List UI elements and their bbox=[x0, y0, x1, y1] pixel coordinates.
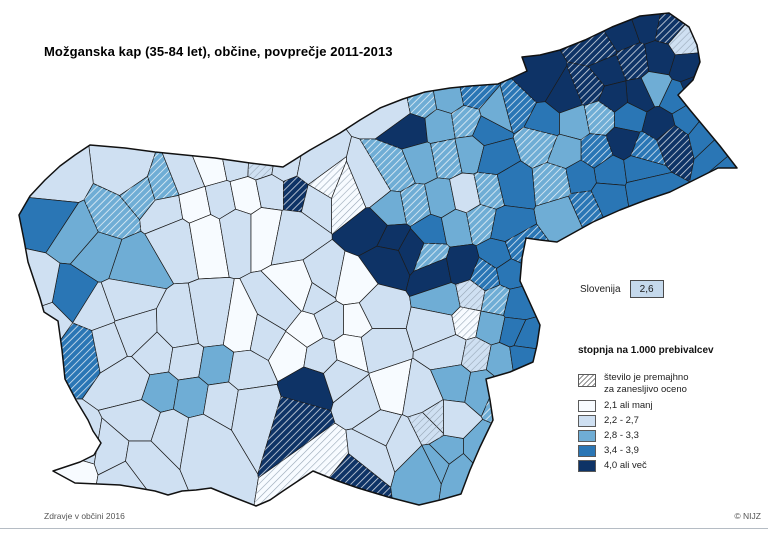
unreliable-estimate-hatch bbox=[584, 100, 615, 136]
municipality-cell bbox=[478, 84, 513, 133]
legend-swatch bbox=[578, 445, 596, 457]
unreliable-estimate-hatch bbox=[308, 156, 347, 199]
municipality-cell bbox=[687, 96, 737, 160]
slovenia-label: Slovenija bbox=[580, 283, 621, 295]
legend-item-label: 2,8 - 3,3 bbox=[604, 430, 639, 442]
legend-item-label: 4,0 ali več bbox=[604, 460, 647, 472]
unreliable-estimate-hatch bbox=[513, 127, 558, 169]
legend-item-hatched: število je premajhno za zanesljivo oceno bbox=[578, 372, 763, 395]
unreliable-estimate-hatch bbox=[413, 243, 450, 272]
unreliable-estimate-hatch bbox=[430, 138, 463, 180]
legend-item-label: 2,1 ali manj bbox=[604, 400, 653, 412]
legend-hatch-label: število je premajhno za zanesljivo oceno bbox=[604, 372, 689, 395]
municipality-cell bbox=[496, 258, 556, 290]
unreliable-estimate-hatch bbox=[422, 399, 444, 434]
unreliable-estimate-hatch bbox=[359, 139, 416, 192]
municipality-cell bbox=[323, 359, 370, 404]
municipality-cell bbox=[19, 436, 99, 506]
copyright-text: © NIJZ bbox=[734, 511, 761, 521]
unreliable-estimate-hatch bbox=[656, 125, 695, 182]
unreliable-estimate-hatch bbox=[668, 13, 737, 55]
unreliable-estimate-hatch bbox=[247, 13, 293, 180]
slovenia-value: 2,6 bbox=[639, 283, 654, 295]
unreliable-estimate-hatch bbox=[119, 176, 155, 220]
municipality-cell bbox=[273, 13, 411, 140]
unreliable-estimate-hatch bbox=[451, 105, 482, 139]
slovenia-value-box: 2,6 bbox=[629, 280, 664, 298]
hatch-swatch bbox=[578, 374, 596, 387]
unreliable-estimate-hatch bbox=[400, 183, 431, 227]
legend-swatch bbox=[578, 460, 596, 472]
municipality-cell bbox=[302, 282, 337, 315]
unreliable-estimate-hatch bbox=[331, 161, 366, 235]
municipality-cell bbox=[190, 13, 256, 182]
footer-divider bbox=[0, 528, 768, 529]
legend-items: 2,1 ali manj 2,2 - 2,7 2,8 - 3,3 3,4 - 3,9 4… bbox=[578, 400, 763, 472]
country-outline bbox=[18, 12, 738, 507]
legend-item-0: 2,1 ali manj bbox=[578, 400, 763, 412]
municipality-cell bbox=[19, 398, 103, 465]
source-text: Zdravje v občini 2016 bbox=[44, 511, 125, 521]
unreliable-estimate-hatch bbox=[566, 62, 605, 106]
unreliable-estimate-hatch bbox=[461, 337, 492, 373]
legend-swatch bbox=[578, 400, 596, 412]
municipality-cell bbox=[19, 13, 94, 203]
legend-item-label: 3,4 - 3,9 bbox=[604, 445, 639, 457]
municipality-cell bbox=[198, 344, 235, 386]
unreliable-estimate-hatch bbox=[147, 143, 180, 201]
unreliable-estimate-hatch bbox=[451, 306, 481, 340]
unreliable-estimate-hatch bbox=[387, 13, 437, 119]
page-title: Možganska kap (35-84 let), občine, povpr… bbox=[44, 44, 393, 59]
unreliable-estimate-hatch bbox=[630, 131, 667, 166]
legend-title: stopnja na 1.000 prebivalcev bbox=[578, 345, 714, 356]
legend-item-1: 2,2 - 2,7 bbox=[578, 415, 763, 427]
unreliable-estimate-hatch bbox=[581, 133, 613, 169]
legend-swatch bbox=[578, 430, 596, 442]
unreliable-estimate-hatch bbox=[466, 204, 497, 246]
legend-item-label: 2,2 - 2,7 bbox=[604, 415, 639, 427]
legend-item-2: 2,8 - 3,3 bbox=[578, 430, 763, 442]
unreliable-estimate-hatch bbox=[84, 183, 141, 240]
unreliable-estimate-hatch bbox=[616, 42, 649, 81]
municipality-cell bbox=[247, 13, 293, 181]
unreliable-estimate-hatch bbox=[257, 396, 335, 478]
municipality-cell bbox=[168, 343, 205, 381]
national-average-row: Slovenija 2,6 bbox=[580, 280, 664, 298]
unreliable-estimate-hatch bbox=[532, 162, 571, 207]
unreliable-estimate-hatch bbox=[283, 176, 309, 212]
legend: stopnja na 1.000 prebivalcev število je … bbox=[578, 345, 763, 475]
unreliable-estimate-hatch bbox=[407, 412, 444, 446]
unreliable-estimate-hatch bbox=[455, 279, 485, 311]
legend-item-4: 4,0 ali več bbox=[578, 460, 763, 472]
unreliable-estimate-hatch bbox=[473, 172, 505, 210]
unreliable-estimate-hatch bbox=[481, 284, 510, 316]
municipality-cell bbox=[173, 376, 209, 419]
unreliable-estimate-hatch bbox=[470, 257, 500, 291]
municipality-cell bbox=[125, 440, 211, 506]
municipality-cell bbox=[249, 313, 287, 361]
municipality-cell bbox=[432, 453, 554, 506]
legend-swatch bbox=[578, 415, 596, 427]
legend-item-3: 3,4 - 3,9 bbox=[578, 445, 763, 457]
